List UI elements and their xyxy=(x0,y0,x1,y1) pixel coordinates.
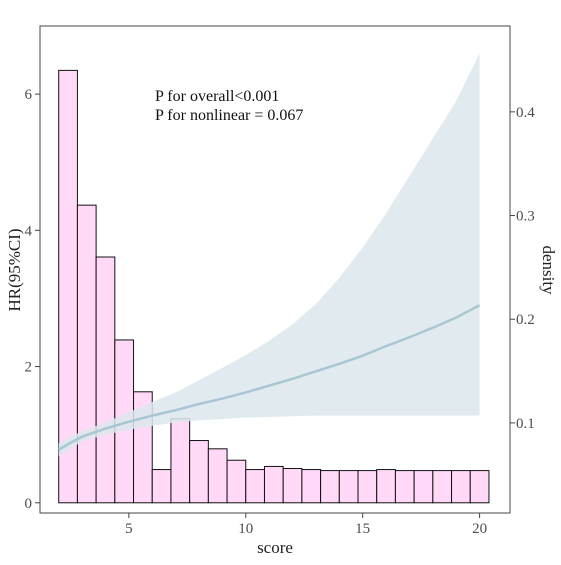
y-axis-right-title: density xyxy=(539,245,558,295)
histogram-bar xyxy=(451,470,471,504)
y-left-tick-label: 0 xyxy=(25,496,33,512)
histogram-bar xyxy=(413,470,434,504)
histogram-bar xyxy=(207,448,228,504)
y-left-tick-label: 4 xyxy=(25,223,33,239)
histogram-bar xyxy=(151,469,172,504)
annotation-p-nonlinear: P for nonlinear = 0.067 xyxy=(155,107,303,124)
histogram-bar xyxy=(376,469,396,504)
y-right-tick-label: 0.4 xyxy=(516,105,535,121)
x-axis: 5 10 15 20 xyxy=(125,513,487,537)
histogram-bar xyxy=(394,470,415,504)
confidence-band-layer xyxy=(58,53,480,457)
histogram-bar xyxy=(95,256,116,504)
y-right-tick-label: 0.1 xyxy=(516,416,535,432)
confidence-band xyxy=(58,53,480,457)
y-right-tick-label: 0.3 xyxy=(516,209,535,225)
y-left-tick-label: 6 xyxy=(25,87,33,103)
histogram-bar xyxy=(301,469,322,504)
histogram-bar xyxy=(432,470,453,504)
histogram-bar xyxy=(226,459,247,504)
histogram-bar xyxy=(282,468,303,504)
y-right-tick-label: 0.2 xyxy=(516,312,535,328)
x-axis-title: score xyxy=(257,538,293,557)
x-tick-label: 15 xyxy=(355,521,370,537)
histogram-bar xyxy=(245,469,265,504)
hr-curve xyxy=(58,304,481,451)
hr-curve-layer xyxy=(58,304,481,451)
histogram-bar xyxy=(76,204,97,504)
histogram-bar xyxy=(357,470,378,504)
y-axis-left: 0 2 4 6 xyxy=(25,87,40,512)
histogram-bar xyxy=(320,470,340,504)
x-tick-label: 5 xyxy=(125,521,133,537)
annotation-p-overall: P for overall<0.001 xyxy=(155,88,279,105)
y-axis-left-title: HR(95%CI) xyxy=(5,228,24,311)
histogram-bar xyxy=(189,440,209,504)
histogram-bar xyxy=(170,418,191,504)
x-tick-label: 10 xyxy=(238,521,253,537)
histogram-bar xyxy=(469,470,490,504)
plot-frame xyxy=(39,25,511,514)
x-tick-label: 20 xyxy=(472,521,487,537)
histogram-bar xyxy=(338,470,359,504)
y-left-tick-label: 2 xyxy=(25,360,33,376)
y-axis-right: 0.1 0.2 0.3 0.4 xyxy=(510,105,535,432)
histogram-bar xyxy=(263,465,284,504)
